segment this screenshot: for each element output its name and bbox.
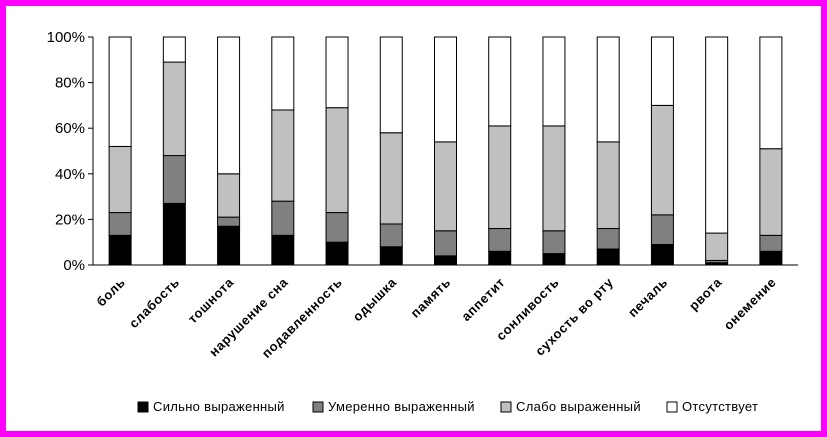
x-tick-label: рвота (686, 274, 725, 313)
bar-segment-2-6 (379, 223, 403, 248)
y-tick-label: 20% (55, 211, 85, 228)
bar-segment-3-4 (271, 109, 295, 202)
bar-segment-2-10 (596, 228, 620, 250)
bar-segment-1-9 (542, 253, 566, 266)
bar-segment-1-7 (434, 255, 457, 266)
bar-segment-4-8 (488, 36, 512, 127)
bar-segment-4-12 (705, 36, 729, 234)
y-tick-label: 60% (55, 120, 85, 137)
bar-segment-3-12 (705, 232, 729, 261)
bar-segment-1-4 (271, 234, 295, 266)
bar-segment-3-7 (434, 141, 457, 232)
bar-segment-4-4 (271, 36, 295, 111)
bar-segment-3-8 (488, 125, 512, 230)
y-tick-label: 0% (63, 257, 85, 274)
x-tick-label: память (407, 275, 453, 321)
bar-segment-4-2 (162, 36, 186, 63)
bar-segment-1-13 (759, 250, 783, 266)
bar-segment-2-7 (434, 230, 457, 257)
bar-segment-3-5 (325, 107, 349, 214)
x-tick-label: боль (93, 275, 128, 310)
bar-segment-2-8 (488, 228, 512, 252)
x-tick-label: слабость (126, 275, 183, 332)
bar-segment-4-1 (108, 36, 132, 147)
bar-segment-3-6 (379, 132, 403, 225)
bar-segment-1-3 (217, 225, 241, 266)
x-tick-label: тошнота (185, 274, 237, 326)
x-tick-label: аппетит (458, 275, 507, 324)
legend-swatch (137, 401, 149, 413)
legend-label: Умеренно выраженный (328, 399, 475, 414)
bar-segment-1-11 (650, 243, 674, 266)
bar-segment-3-1 (108, 145, 132, 214)
legend-label: Слабо выраженный (516, 399, 641, 414)
bar-segment-3-13 (759, 148, 783, 236)
bar-segment-1-2 (162, 202, 186, 266)
legend-label: Отсутствует (682, 399, 758, 414)
bar-segment-2-3 (217, 216, 241, 227)
bar-segment-4-10 (596, 36, 620, 143)
bar-segment-1-6 (379, 246, 403, 266)
bar-segment-2-11 (650, 214, 674, 245)
bar-segment-4-11 (650, 36, 674, 106)
bar-segment-4-3 (217, 36, 241, 175)
bar-segment-3-11 (650, 104, 674, 216)
legend-swatch (312, 401, 324, 413)
bar-segment-4-6 (379, 36, 403, 134)
bar-segment-2-13 (759, 234, 783, 252)
bar-segment-1-10 (596, 248, 620, 266)
bar-segment-3-9 (542, 125, 566, 232)
bar-segment-1-5 (325, 241, 349, 266)
legend-swatch (500, 401, 512, 413)
bar-segment-4-13 (759, 36, 783, 150)
bar-segment-3-3 (217, 173, 241, 218)
bar-segment-4-7 (434, 36, 457, 143)
y-tick-label: 100% (47, 29, 85, 46)
bar-segment-3-10 (596, 141, 620, 230)
bar-segment-2-4 (271, 200, 295, 236)
x-tick-label: одышка (350, 274, 400, 324)
legend-swatch (666, 401, 678, 413)
bar-segment-4-9 (542, 36, 566, 127)
y-tick-label: 80% (55, 75, 85, 92)
bar-segment-2-2 (162, 155, 186, 204)
bar-segment-2-5 (325, 212, 349, 243)
bar-segment-3-2 (162, 61, 186, 157)
bar-segment-4-5 (325, 36, 349, 109)
x-tick-label: онемение (721, 275, 779, 333)
bar-segment-2-1 (108, 212, 132, 236)
bar-segment-1-1 (108, 234, 132, 266)
bar-segment-2-9 (542, 230, 566, 255)
x-tick-label: печаль (625, 275, 671, 321)
legend-label: Сильно выраженный (153, 399, 285, 414)
y-tick-label: 40% (55, 166, 85, 183)
bar-segment-1-8 (488, 250, 512, 266)
